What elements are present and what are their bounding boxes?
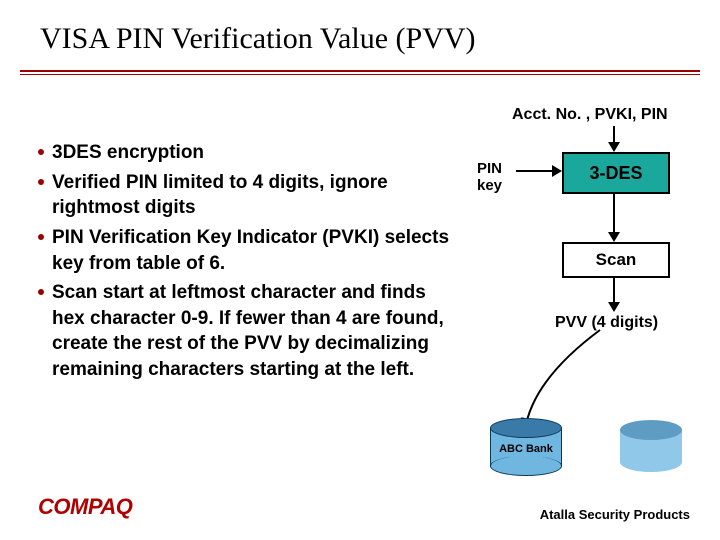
- bullet-text: 3DES encryption: [52, 140, 204, 166]
- diagram-side-input-label: PINkey: [477, 161, 502, 194]
- bullet-item: Scan start at leftmost character and fin…: [38, 280, 458, 383]
- slide-title: VISA PIN Verification Value (PVV): [40, 22, 476, 56]
- bullet-dot-icon: [38, 234, 44, 240]
- bullet-text: Verified PIN limited to 4 digits, ignore…: [52, 170, 458, 221]
- diagram-box-3des: 3-DES: [562, 152, 670, 194]
- diagram-box-scan: Scan: [562, 242, 670, 278]
- diagram-top-input-label: Acct. No. , PVKI, PIN: [512, 106, 668, 124]
- footer-product-line: Atalla Security Products: [540, 507, 690, 522]
- diagram-box-scan-label: Scan: [596, 244, 637, 276]
- bullet-text: PIN Verification Key Indicator (PVKI) se…: [52, 225, 458, 276]
- bullet-item: 3DES encryption: [38, 140, 458, 166]
- arrow-down-icon: [613, 126, 615, 152]
- diagram-output-label: PVV (4 digits): [555, 314, 658, 332]
- arrow-down-icon: [613, 278, 615, 312]
- bullet-item: Verified PIN limited to 4 digits, ignore…: [38, 170, 458, 221]
- database-cylinder-icon: [620, 420, 682, 472]
- bullet-item: PIN Verification Key Indicator (PVKI) se…: [38, 225, 458, 276]
- bullet-text: Scan start at leftmost character and fin…: [52, 280, 458, 383]
- diagram-box-3des-label: 3-DES: [589, 154, 642, 192]
- arrow-right-icon: [516, 170, 562, 172]
- bullet-dot-icon: [38, 289, 44, 295]
- bullet-dot-icon: [38, 179, 44, 185]
- database-cylinder-label: ABC Bank: [494, 443, 558, 455]
- title-rule: [20, 70, 700, 75]
- compaq-logo: COMPAQ: [38, 494, 132, 520]
- bullet-list: 3DES encryption Verified PIN limited to …: [38, 140, 458, 387]
- bullet-dot-icon: [38, 149, 44, 155]
- arrow-down-icon: [613, 194, 615, 242]
